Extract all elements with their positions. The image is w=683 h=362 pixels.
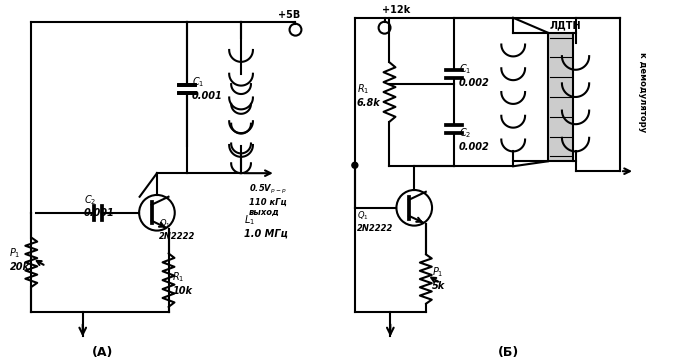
- Text: $P_1$
5k: $P_1$ 5k: [432, 265, 445, 291]
- Bar: [548, 33, 572, 161]
- Text: ЛДТН: ЛДТН: [550, 21, 581, 31]
- Text: $Q_1$
2N2222: $Q_1$ 2N2222: [159, 218, 195, 241]
- Text: $C_2$
0.002: $C_2$ 0.002: [459, 127, 490, 152]
- Text: 0.5V$_{p-p}$
110 кГц
выход: 0.5V$_{p-p}$ 110 кГц выход: [249, 183, 287, 217]
- Text: $C_1$
0.002: $C_1$ 0.002: [459, 62, 490, 88]
- Circle shape: [352, 162, 358, 168]
- Text: $P_1$
20k: $P_1$ 20k: [10, 247, 29, 272]
- Text: $R_1$
6.8k: $R_1$ 6.8k: [357, 82, 380, 108]
- Text: (A): (A): [92, 346, 113, 359]
- Text: +5В: +5В: [278, 10, 300, 20]
- Text: $C_2$
0.001: $C_2$ 0.001: [84, 193, 115, 218]
- Text: +12k: +12k: [382, 5, 410, 15]
- Text: $R_1$
10k: $R_1$ 10k: [173, 270, 193, 296]
- Text: $Q_1$
2N2222: $Q_1$ 2N2222: [357, 210, 393, 233]
- Text: $L_1$
1.0 МГц: $L_1$ 1.0 МГц: [244, 213, 288, 238]
- Text: (Б): (Б): [498, 346, 519, 359]
- Text: к демодулятору: к демодулятору: [639, 52, 647, 132]
- Text: $C_1$
0.001: $C_1$ 0.001: [191, 75, 223, 101]
